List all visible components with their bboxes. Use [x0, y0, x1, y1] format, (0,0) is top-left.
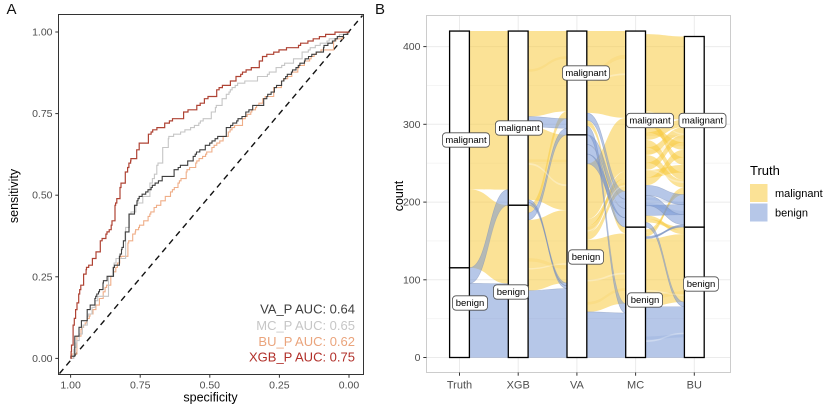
- svg-text:benign: benign: [572, 252, 601, 263]
- svg-text:malignant: malignant: [682, 116, 724, 127]
- svg-text:malignant: malignant: [629, 116, 671, 127]
- svg-text:benign: benign: [631, 295, 660, 306]
- svg-text:200: 200: [403, 197, 421, 209]
- svg-text:BU_P AUC: 0.62: BU_P AUC: 0.62: [258, 334, 355, 349]
- svg-text:XGB_P AUC: 0.75: XGB_P AUC: 0.75: [249, 350, 355, 365]
- svg-text:400: 400: [403, 41, 421, 53]
- svg-text:0.50: 0.50: [200, 380, 221, 392]
- svg-text:MC_P AUC: 0.65: MC_P AUC: 0.65: [256, 318, 355, 333]
- svg-text:benign: benign: [497, 287, 526, 298]
- svg-text:BU: BU: [687, 380, 702, 392]
- svg-text:1.00: 1.00: [32, 27, 53, 39]
- svg-text:0.50: 0.50: [32, 190, 53, 202]
- svg-text:MC: MC: [627, 380, 644, 392]
- svg-text:count: count: [392, 180, 406, 211]
- svg-text:sensitivity: sensitivity: [7, 168, 21, 223]
- svg-text:0.75: 0.75: [32, 108, 53, 120]
- svg-text:benign: benign: [775, 208, 808, 220]
- svg-text:B: B: [375, 1, 385, 18]
- svg-text:malignant: malignant: [498, 123, 540, 134]
- svg-text:0.00: 0.00: [339, 380, 360, 392]
- svg-text:malignant: malignant: [775, 188, 823, 200]
- svg-text:1.00: 1.00: [60, 380, 81, 392]
- svg-text:specificity: specificity: [183, 391, 238, 405]
- svg-text:0.25: 0.25: [269, 380, 290, 392]
- svg-text:malignant: malignant: [445, 135, 487, 146]
- svg-text:A: A: [7, 1, 17, 18]
- svg-text:0.25: 0.25: [32, 271, 53, 283]
- svg-text:benign: benign: [687, 279, 716, 290]
- svg-text:300: 300: [403, 119, 421, 131]
- svg-text:Truth: Truth: [750, 163, 780, 178]
- svg-text:0.00: 0.00: [32, 353, 53, 365]
- svg-text:100: 100: [403, 274, 421, 286]
- svg-text:Truth: Truth: [447, 380, 472, 392]
- svg-text:VA: VA: [570, 380, 585, 392]
- svg-text:0.75: 0.75: [130, 380, 151, 392]
- svg-text:VA_P AUC: 0.64: VA_P AUC: 0.64: [260, 302, 355, 317]
- svg-text:benign: benign: [456, 298, 485, 309]
- svg-text:XGB: XGB: [507, 380, 530, 392]
- svg-text:malignant: malignant: [565, 68, 607, 79]
- svg-text:0: 0: [415, 352, 421, 364]
